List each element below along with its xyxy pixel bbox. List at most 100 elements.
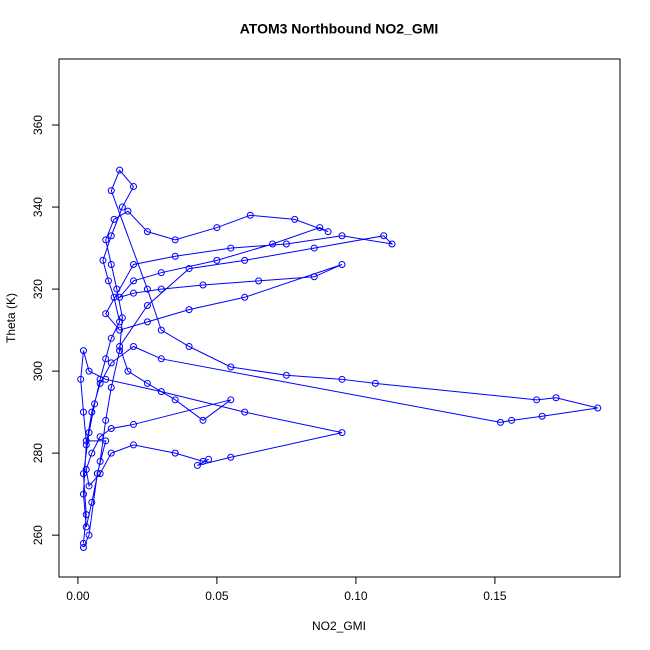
point	[269, 240, 277, 248]
y-tick-label: 260	[31, 525, 45, 545]
point	[291, 215, 299, 223]
point	[130, 441, 138, 449]
point	[104, 277, 112, 285]
point	[107, 334, 115, 342]
point	[118, 314, 126, 322]
plot-box	[58, 58, 621, 578]
point	[171, 449, 179, 457]
point	[205, 455, 213, 463]
point	[124, 367, 132, 375]
point	[79, 543, 87, 551]
x-tick-label: 0.10	[344, 589, 368, 603]
point	[241, 408, 249, 416]
point	[99, 256, 107, 264]
point	[82, 441, 90, 449]
point	[171, 236, 179, 244]
point	[82, 523, 90, 531]
point	[227, 244, 235, 252]
point	[124, 207, 132, 215]
point	[185, 306, 193, 314]
point	[82, 511, 90, 519]
point	[157, 355, 165, 363]
point	[199, 416, 207, 424]
x-tick-label: 0.05	[205, 589, 229, 603]
x-tick-label: 0.00	[66, 589, 90, 603]
point	[130, 260, 138, 268]
point	[79, 408, 87, 416]
point	[88, 449, 96, 457]
point	[130, 289, 138, 297]
point	[107, 232, 115, 240]
point	[82, 466, 90, 474]
point	[227, 396, 235, 404]
point	[157, 388, 165, 396]
point	[316, 224, 324, 232]
point	[107, 449, 115, 457]
point	[96, 379, 104, 387]
point	[310, 244, 318, 252]
point	[338, 375, 346, 383]
point	[533, 396, 541, 404]
y-tick-label: 340	[31, 197, 45, 217]
point	[338, 260, 346, 268]
point	[594, 404, 602, 412]
point	[85, 429, 93, 437]
point	[110, 215, 118, 223]
point	[93, 470, 101, 478]
point	[79, 347, 87, 355]
point	[130, 420, 138, 428]
point	[91, 400, 99, 408]
point	[193, 461, 201, 469]
point	[113, 285, 121, 293]
point	[310, 273, 318, 281]
point	[185, 343, 193, 351]
point	[282, 371, 290, 379]
chart-title: ATOM3 Northbound NO2_GMI	[240, 21, 439, 37]
point	[107, 384, 115, 392]
point	[552, 394, 560, 402]
point	[102, 236, 110, 244]
point	[538, 412, 546, 420]
x-tick-label: 0.15	[483, 589, 507, 603]
point	[241, 293, 249, 301]
y-tick-label: 320	[31, 279, 45, 299]
point	[116, 326, 124, 334]
point	[82, 437, 90, 445]
point	[102, 437, 110, 445]
point	[282, 240, 290, 248]
point	[143, 301, 151, 309]
point	[102, 416, 110, 424]
series-line	[80, 169, 598, 548]
point	[227, 453, 235, 461]
point	[107, 359, 115, 367]
point	[324, 228, 332, 236]
point	[96, 457, 104, 465]
x-axis-label: NO2_GMI	[312, 619, 366, 633]
point	[102, 310, 110, 318]
point	[157, 285, 165, 293]
point	[241, 256, 249, 264]
point	[143, 285, 151, 293]
point	[255, 277, 263, 285]
y-axis-label: Theta (K)	[4, 293, 18, 343]
point	[130, 343, 138, 351]
point	[143, 379, 151, 387]
point	[371, 379, 379, 387]
point	[171, 252, 179, 260]
point	[199, 281, 207, 289]
point	[508, 416, 516, 424]
point	[388, 240, 396, 248]
y-tick-label: 300	[31, 361, 45, 381]
point	[77, 375, 85, 383]
point	[118, 203, 126, 211]
point	[143, 318, 151, 326]
point	[79, 539, 87, 547]
point	[116, 293, 124, 301]
point	[338, 232, 346, 240]
point	[157, 269, 165, 277]
point	[79, 490, 87, 498]
point	[496, 418, 504, 426]
point	[107, 260, 115, 268]
point	[171, 396, 179, 404]
